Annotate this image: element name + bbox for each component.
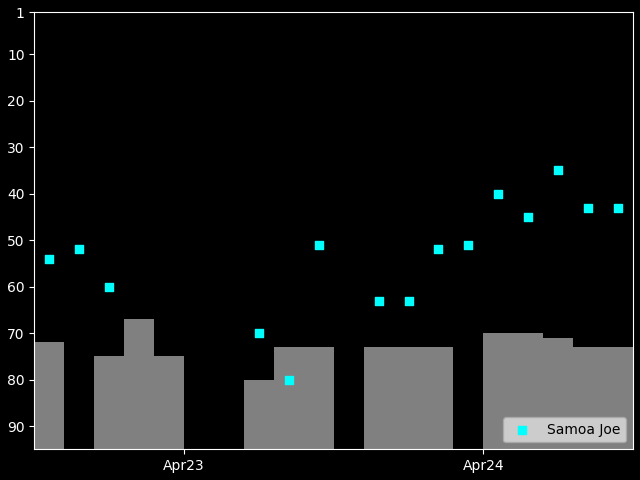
Bar bbox=[483, 333, 513, 449]
Bar bbox=[124, 319, 154, 449]
Point bbox=[44, 255, 54, 263]
Bar bbox=[543, 338, 573, 449]
Point bbox=[314, 241, 324, 249]
Legend: Samoa Joe: Samoa Joe bbox=[503, 417, 626, 443]
Point bbox=[104, 283, 115, 290]
Point bbox=[284, 376, 294, 384]
Bar bbox=[364, 347, 394, 449]
Point bbox=[493, 190, 504, 198]
Bar bbox=[304, 347, 333, 449]
Point bbox=[403, 297, 413, 304]
Point bbox=[613, 204, 623, 212]
Point bbox=[523, 213, 533, 221]
Bar bbox=[35, 342, 64, 449]
Bar bbox=[573, 347, 603, 449]
Bar bbox=[394, 347, 424, 449]
Bar bbox=[154, 356, 184, 449]
Point bbox=[553, 167, 563, 174]
Point bbox=[374, 297, 384, 304]
Point bbox=[253, 329, 264, 337]
Bar bbox=[94, 356, 124, 449]
Bar bbox=[244, 380, 274, 449]
Point bbox=[74, 246, 84, 253]
Point bbox=[583, 204, 593, 212]
Bar bbox=[513, 333, 543, 449]
Bar bbox=[274, 347, 304, 449]
Point bbox=[433, 246, 444, 253]
Bar bbox=[603, 347, 633, 449]
Point bbox=[463, 241, 474, 249]
Bar bbox=[424, 347, 453, 449]
